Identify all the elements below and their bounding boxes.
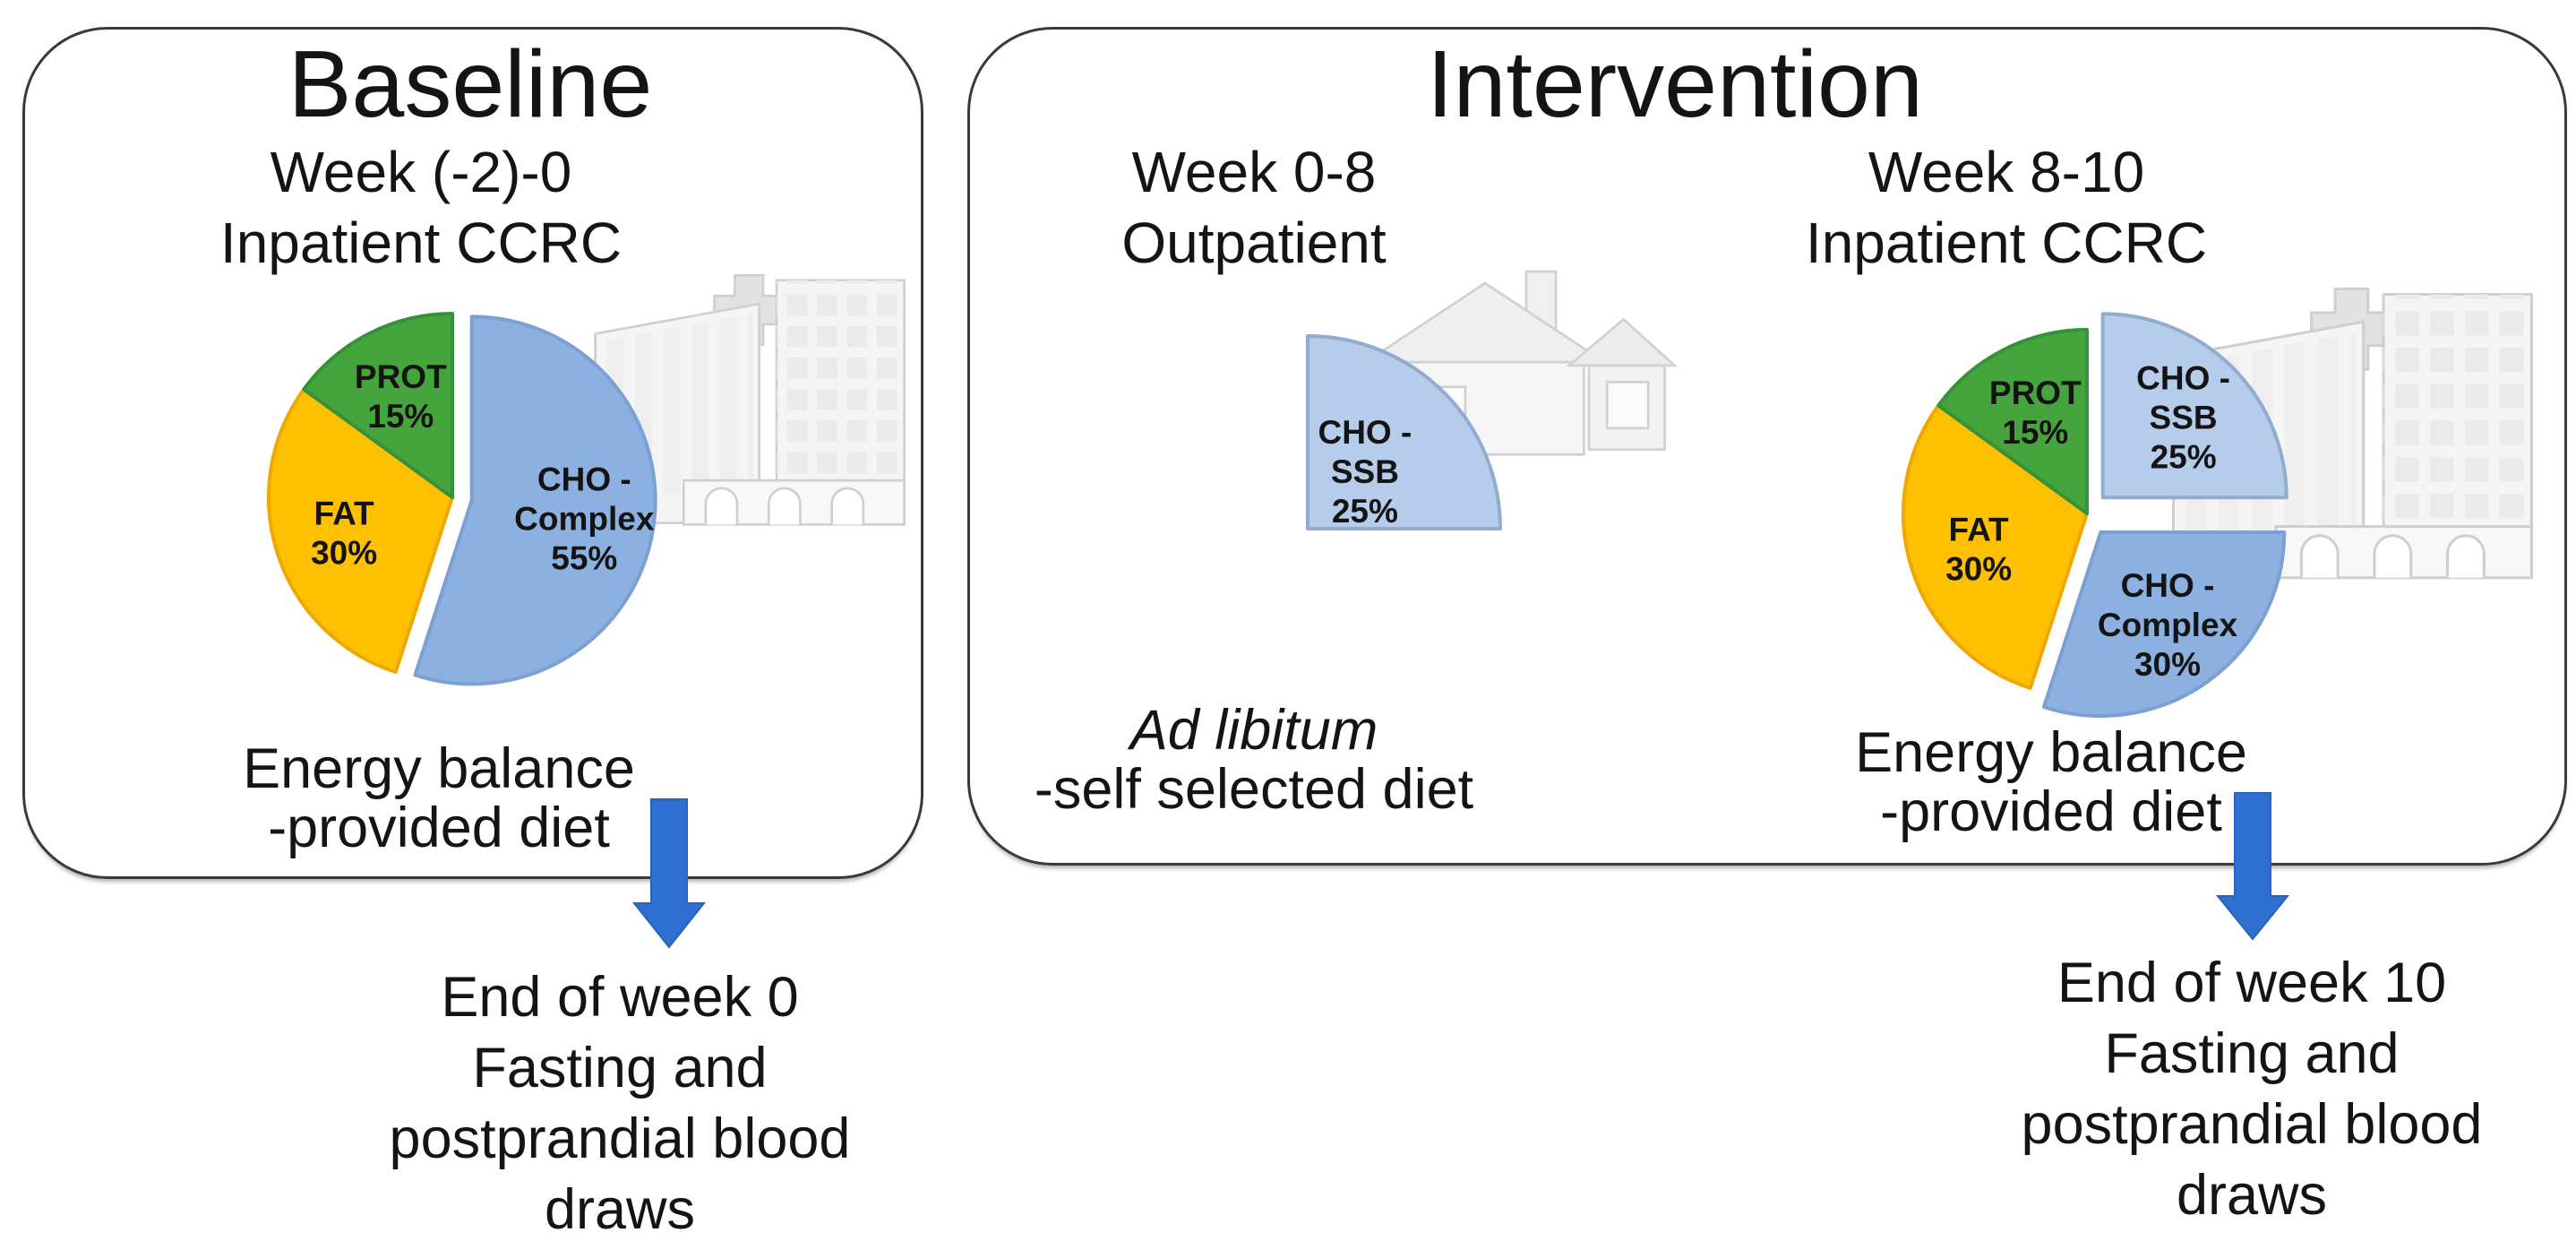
- pie-slice-label: CHO -Complex 30%: [2098, 567, 2238, 683]
- pie-slice-label: FAT 30%: [311, 495, 377, 571]
- baseline-diet-caption: Energy balance -provided diet: [243, 739, 635, 857]
- pie-slice-cho-ssb: [1306, 334, 1502, 530]
- outcome-line: End of week 0: [441, 966, 799, 1029]
- baseline-diet-line1: Energy balance: [243, 737, 635, 800]
- outcome-line: postprandial blood: [2021, 1093, 2483, 1156]
- baseline-phase-box: [22, 27, 923, 879]
- outpatient-subhead: Week 0-8 Outpatient: [1121, 137, 1386, 279]
- pie-slice-cho-ssb: [2100, 312, 2288, 500]
- intervention-title: Intervention: [1427, 31, 1923, 137]
- outcome-line: postprandial blood: [389, 1107, 851, 1170]
- pie-slice-cho-complex: [413, 315, 657, 686]
- inpatient-outcome-text: End of week 10 Fasting and postprandial …: [2022, 948, 2483, 1231]
- pie-slice-prot: [302, 312, 454, 499]
- down-arrow-icon: [631, 798, 707, 949]
- inpatient-diet-pie: CHO -SSB 25% CHO -Complex 30% FAT 30% PROT 15%: [1902, 312, 2288, 718]
- down-arrow-icon: [2215, 792, 2290, 941]
- outcome-line: Fasting and: [2104, 1022, 2400, 1085]
- inpatient-setting: Inpatient CCRC: [1805, 211, 2208, 275]
- pie-slice-label: PROT 15%: [355, 358, 447, 435]
- pie-slice-prot: [1936, 328, 2089, 515]
- pie-slice-fat: [1902, 403, 2089, 690]
- outpatient-setting: Outpatient: [1121, 211, 1387, 275]
- outcome-line: draws: [2176, 1164, 2328, 1227]
- baseline-setting: Inpatient CCRC: [219, 211, 623, 275]
- baseline-week: Week (-2)-0: [270, 140, 572, 204]
- inpatient-diet-caption: Energy balance -provided diet: [1855, 723, 2247, 841]
- outcome-line: End of week 10: [2057, 952, 2447, 1014]
- inpatient-diet-line1: Energy balance: [1855, 721, 2247, 784]
- baseline-diet-line2: -provided diet: [268, 797, 610, 859]
- pie-slice-label: CHO -Complex 55%: [514, 461, 655, 576]
- pie-slice-cho-complex: [2041, 530, 2287, 718]
- inpatient-diet-line2: -provided diet: [1880, 780, 2222, 843]
- baseline-subhead: Week (-2)-0 Inpatient CCRC: [220, 137, 622, 279]
- intervention-phase-box: [967, 27, 2567, 866]
- inpatient-week: Week 8-10: [1868, 140, 2145, 204]
- pie-slice-label: FAT 30%: [1945, 511, 2012, 587]
- outpatient-diet-line2: -self selected diet: [1034, 758, 1474, 821]
- baseline-title: Baseline: [288, 31, 653, 137]
- outcome-line: Fasting and: [472, 1037, 768, 1099]
- baseline-outcome-text: End of week 0 Fasting and postprandial b…: [390, 962, 851, 1241]
- outpatient-ssb-quarter-pie: CHO -SSB 25%: [1306, 334, 1502, 530]
- baseline-diet-pie: CHO -Complex 55% FAT 30% PROT 15%: [267, 312, 657, 686]
- pie-slice-label: CHO -SSB 25%: [1318, 414, 1412, 530]
- pie-slice-label: CHO -SSB 25%: [2136, 359, 2230, 475]
- outpatient-diet-caption: Ad libitum -self selected diet: [1035, 701, 1473, 819]
- outpatient-diet-line1: Ad libitum: [1129, 699, 1378, 762]
- inpatient-subhead: Week 8-10 Inpatient CCRC: [1806, 137, 2207, 279]
- outcome-line: draws: [544, 1178, 696, 1241]
- pie-slice-fat: [267, 387, 454, 674]
- pie-slice-label: PROT 15%: [1989, 375, 2082, 451]
- outpatient-week: Week 0-8: [1131, 140, 1377, 204]
